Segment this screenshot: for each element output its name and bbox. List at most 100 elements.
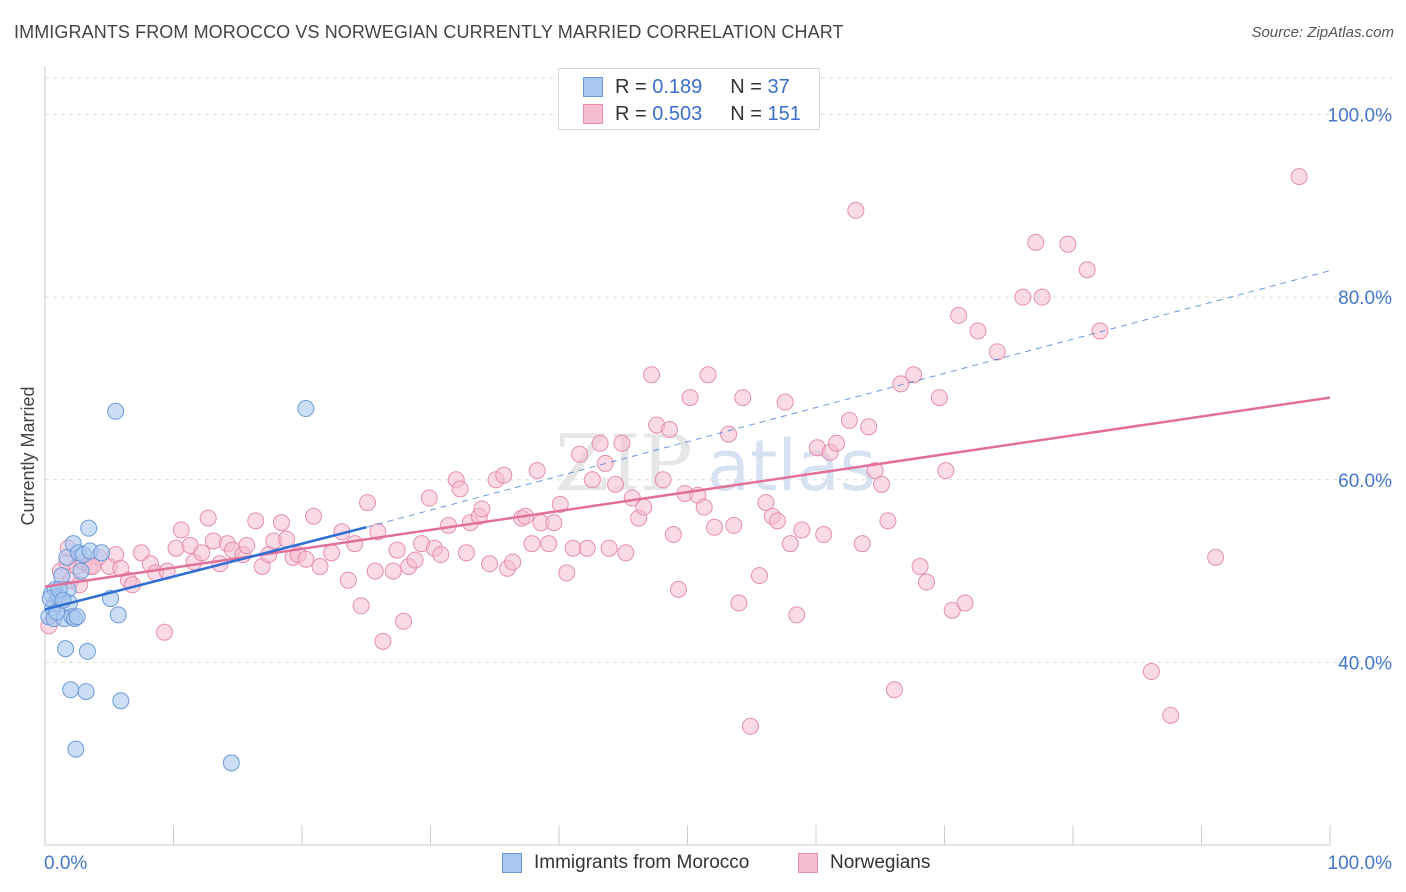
norwegians-point [643, 366, 661, 384]
trend-lines [44, 270, 1331, 611]
norwegians-point [661, 421, 679, 439]
norwegians-point [654, 471, 672, 489]
legend-r-value: 0.189 [652, 75, 703, 98]
norwegians-point [720, 425, 738, 443]
norwegians-point [551, 495, 569, 513]
tick-labels: 40.0% 60.0% 80.0% 100.0% 0.0% 100.0% [44, 106, 1392, 874]
norwegians-swatch [583, 104, 603, 124]
norwegians-point [278, 530, 296, 548]
norwegians-point [528, 462, 546, 480]
norwegians-point [1059, 235, 1077, 253]
norwegians-point [238, 537, 256, 555]
norwegians-point [866, 462, 884, 480]
norwegians-point [847, 201, 865, 219]
norwegians-point [540, 535, 558, 553]
norwegians-point [781, 535, 799, 553]
norwegians-point [193, 544, 211, 562]
norwegians-point [352, 597, 370, 615]
norwegians-point [1142, 663, 1160, 681]
norwegians-point [591, 434, 609, 452]
bottom-legend-morocco: Immigrants from Morocco [502, 852, 749, 874]
norwegians-point [366, 562, 384, 580]
norwegians-point [451, 480, 469, 498]
norwegians-point [776, 393, 794, 411]
legend-r-label: R = [615, 102, 653, 125]
norwegians-point [132, 544, 150, 562]
norwegians-point [757, 494, 775, 512]
norwegians-point [930, 389, 948, 407]
morocco-point [80, 519, 98, 537]
legend-n-value: 151 [767, 102, 801, 125]
norwegians-point [346, 535, 364, 553]
y-tick-label: 80.0% [1338, 288, 1392, 309]
norwegians-point [988, 343, 1006, 361]
norwegians-point [339, 571, 357, 589]
norwegians-point [664, 526, 682, 544]
morocco-point [93, 544, 111, 562]
norwegians-point [1014, 288, 1032, 306]
norwegians-point [607, 475, 625, 493]
norwegians-point [750, 567, 768, 585]
legend-n-label: N = [730, 102, 768, 125]
norwegians-point [613, 434, 631, 452]
norwegians-point [156, 623, 174, 641]
bottom-legend-morocco-label: Immigrants from Morocco [534, 852, 750, 873]
norwegians-point [1078, 261, 1096, 279]
norwegians-point [793, 521, 811, 539]
y-axis-label: Currently Married [18, 386, 38, 525]
norwegians-point [305, 507, 323, 525]
norwegians-point [695, 498, 713, 516]
legend-n-value: 37 [767, 75, 790, 98]
norwegians-point [406, 551, 424, 569]
norwegians-point [1207, 548, 1225, 566]
norwegians-point [1033, 288, 1051, 306]
morocco-point [57, 640, 75, 658]
norwegians-point [885, 681, 903, 699]
correlation-legend: R = 0.189 N = 37 R = 0.503 N = 151 [558, 68, 820, 130]
morocco-point [62, 681, 80, 699]
norwegians-point [311, 558, 329, 576]
norwegians-point [705, 518, 723, 536]
norwegians-point [879, 512, 897, 530]
norwegians-point [297, 550, 315, 568]
norwegians-point [523, 535, 541, 553]
norwegians-point [204, 532, 222, 550]
norwegians-point [395, 612, 413, 630]
x-tick-label: 0.0% [44, 853, 87, 874]
morocco-points [40, 400, 315, 772]
norwegians-point [172, 521, 190, 539]
norwegians-point [495, 466, 513, 484]
morocco-swatch [583, 77, 603, 97]
grid-lines [45, 77, 1392, 663]
norwegians-point [860, 418, 878, 436]
morocco-point [109, 606, 127, 624]
norwegians-point [558, 564, 576, 582]
norwegians-point [768, 512, 786, 530]
bottom-legend-norwegians-label: Norwegians [830, 852, 931, 873]
norwegians-point [457, 544, 475, 562]
norwegians-point [911, 558, 929, 576]
norwegians-point [617, 544, 635, 562]
norwegians-point [388, 541, 406, 559]
morocco-point [222, 754, 240, 772]
norwegians-point [199, 509, 217, 527]
morocco-point [107, 402, 125, 420]
norwegians-point [374, 632, 392, 650]
norwegians-point [359, 494, 377, 512]
norwegians-point [384, 562, 402, 580]
norwegians-point [969, 322, 987, 340]
morocco-swatch [502, 853, 522, 873]
morocco-point [77, 683, 95, 701]
norwegians-point [578, 539, 596, 557]
norwegians-point [545, 514, 563, 532]
norwegians-point [564, 539, 582, 557]
legend-row-morocco: R = 0.189 N = 37 [583, 75, 790, 99]
norwegians-point [635, 498, 653, 516]
norwegians-point [918, 573, 936, 591]
norwegians-point [272, 514, 290, 532]
norwegians-point [1162, 706, 1180, 724]
norwegians-point [504, 553, 522, 571]
norwegians-point [1027, 233, 1045, 251]
x-tick-label: 100.0% [1328, 853, 1393, 874]
norwegians-point [600, 539, 618, 557]
